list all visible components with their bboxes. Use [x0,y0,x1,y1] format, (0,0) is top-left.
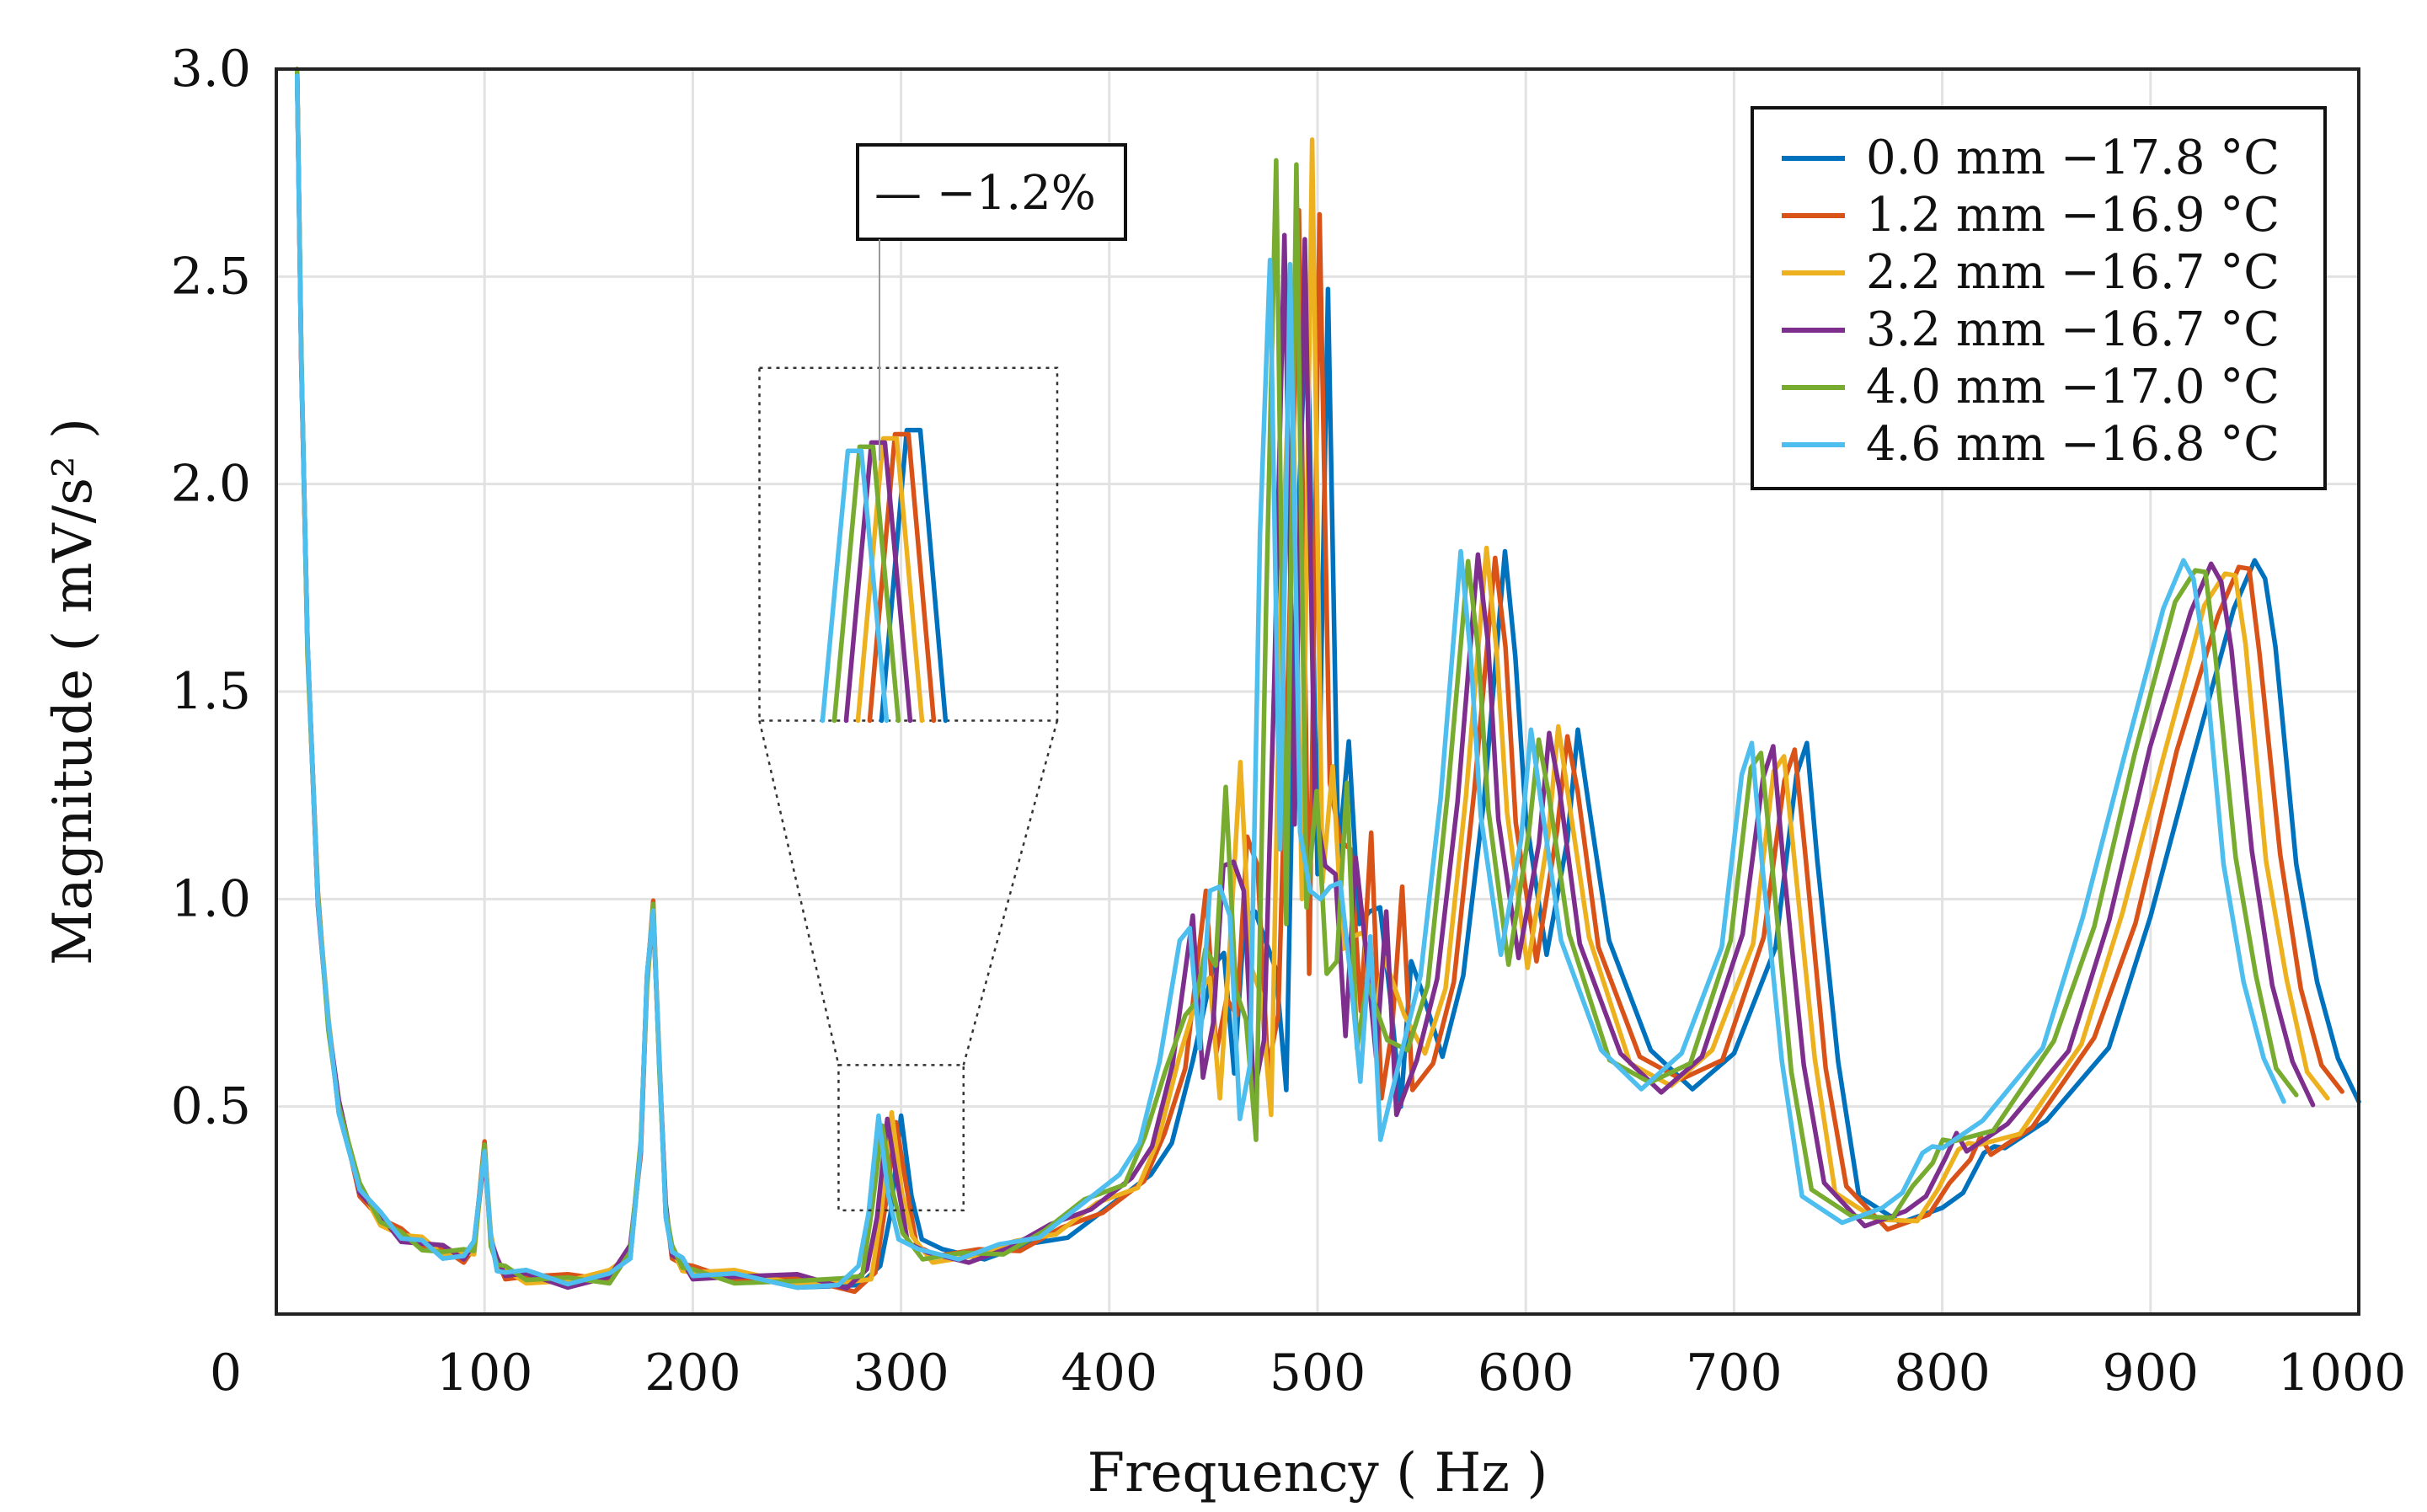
legend: 0.0 mm −17.8 °C1.2 mm −16.9 °C2.2 mm −16… [1751,106,2327,490]
zoom-connector-right [962,720,1059,1066]
x-tick-label: 100 [436,1344,533,1402]
x-tick-label: 300 [853,1344,949,1402]
x-tick-label: 0 [210,1344,242,1402]
x-tick-label: 1000 [2278,1344,2407,1402]
legend-label-2: 2.2 mm −16.7 °C [1866,245,2280,300]
inset-peak-5 [820,448,890,724]
x-tick-label: 800 [1894,1344,1991,1402]
y-tick-label: 1.5 [171,662,251,721]
y-tick-label: 1.0 [171,869,251,928]
series-line-5 [294,73,2286,1290]
inset-peak-1 [867,431,937,724]
y-tick-label: 2.5 [171,247,251,306]
plot-frame [275,67,2360,1316]
inset-peak-2 [855,435,925,724]
x-tick-label: 400 [1061,1344,1158,1402]
y-tick-label: 0.5 [171,1077,251,1136]
inset-peak-3 [843,440,913,724]
y-axis-label: Magnitude ( mV/s² ) [42,418,104,965]
legend-label-3: 3.2 mm −16.7 °C [1866,302,2280,357]
x-tick-label: 700 [1686,1344,1783,1402]
x-tick-label: 500 [1270,1344,1366,1402]
legend-label-0: 0.0 mm −17.8 °C [1866,131,2280,185]
legend-box [1751,106,2327,490]
y-tick-label: 2.0 [171,455,251,514]
inset-peak-4 [831,444,901,724]
zoom-inset-box [758,366,1059,722]
legend-label-1: 1.2 mm −16.9 °C [1866,188,2280,243]
x-axis-label: Frequency ( Hz ) [1088,1442,1548,1504]
annotation-text: — −1.2% [874,166,1096,221]
series-line-4 [294,67,2299,1286]
legend-label-5: 4.6 mm −16.8 °C [1866,417,2280,472]
x-tick-label: 900 [2103,1344,2200,1402]
legend-label-4: 4.0 mm −17.0 °C [1866,360,2280,414]
annotation-box: — −1.2% [856,143,1127,461]
x-tick-label: 600 [1478,1344,1574,1402]
y-tick-label: 3.0 [171,40,251,99]
x-tick-label: 200 [644,1344,741,1402]
zoom-inset [758,366,1059,1212]
series-lines [294,67,2361,1295]
tick-labels: 0 100 200 300 400 500 600 700 800 900 1000 0.5 1.0 1.… [171,40,2407,1402]
inset-peak-0 [879,427,949,724]
